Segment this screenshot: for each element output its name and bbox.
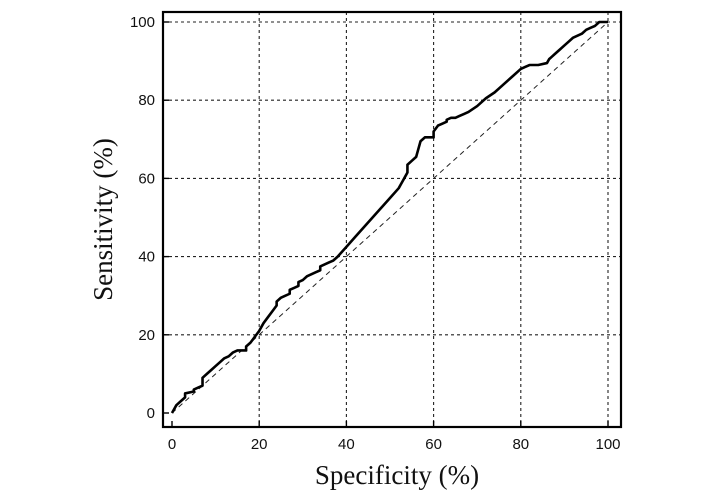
- x-tick-label: 60: [425, 436, 442, 453]
- grid-lines: [163, 12, 621, 427]
- y-tick-label: 0: [147, 405, 155, 422]
- y-tick-label: 100: [130, 14, 155, 31]
- y-tick-label: 20: [138, 327, 155, 344]
- roc-curve-series: [170, 20, 608, 414]
- y-tick-label: 80: [138, 92, 155, 109]
- reference-diagonal-line: [171, 21, 609, 414]
- x-tick-label: 20: [251, 436, 268, 453]
- x-tick-label: 80: [512, 436, 529, 453]
- plot-frame: [161, 10, 623, 429]
- y-tick-label: 40: [138, 249, 155, 266]
- x-axis-title: Specificity (%): [315, 460, 479, 490]
- x-tick-label: 100: [595, 436, 620, 453]
- x-tick-label: 40: [338, 436, 355, 453]
- y-axis-title: Sensitivity (%): [88, 138, 118, 301]
- y-tick-label: 60: [138, 170, 155, 187]
- x-tick-label: 0: [168, 436, 176, 453]
- axis-ticks: 0 20 40 60 80 100 0 20 40 60 80 100: [130, 14, 621, 453]
